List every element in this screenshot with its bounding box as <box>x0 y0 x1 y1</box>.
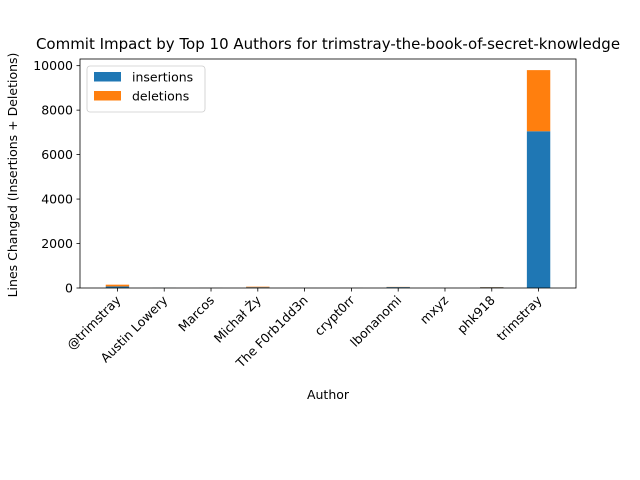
plot-frame <box>79 58 577 289</box>
y-tick-label-1: 2000 <box>41 236 73 251</box>
bars-group <box>105 70 551 288</box>
y-tick-label-0: 0 <box>65 281 73 296</box>
y-tick-label-4: 8000 <box>41 103 73 118</box>
y-tick-label-5: 10000 <box>33 58 73 73</box>
chart-title: Commit Impact by Top 10 Authors for trim… <box>36 35 620 53</box>
legend-swatch-insertions <box>94 72 121 82</box>
legend-label-deletions: deletions <box>132 89 189 104</box>
bar-deletions-9 <box>526 70 551 132</box>
x-axis-label: Author <box>307 387 350 402</box>
bar-insertions-9 <box>526 131 551 288</box>
legend: insertions deletions <box>86 65 206 113</box>
legend-label-insertions: insertions <box>132 70 193 85</box>
y-tick-label-3: 6000 <box>41 147 73 162</box>
y-axis-label: Lines Changed (Insertions + Deletions) <box>5 53 20 298</box>
bar-insertions-6 <box>386 287 410 288</box>
bar-insertions-0 <box>105 286 130 288</box>
y-tick-label-2: 4000 <box>41 192 73 207</box>
bar-deletions-3 <box>246 286 270 288</box>
y-axis: 0 2000 4000 6000 8000 10000 <box>33 58 80 296</box>
legend-swatch-deletions <box>94 91 121 101</box>
bar-deletions-0 <box>105 284 130 287</box>
